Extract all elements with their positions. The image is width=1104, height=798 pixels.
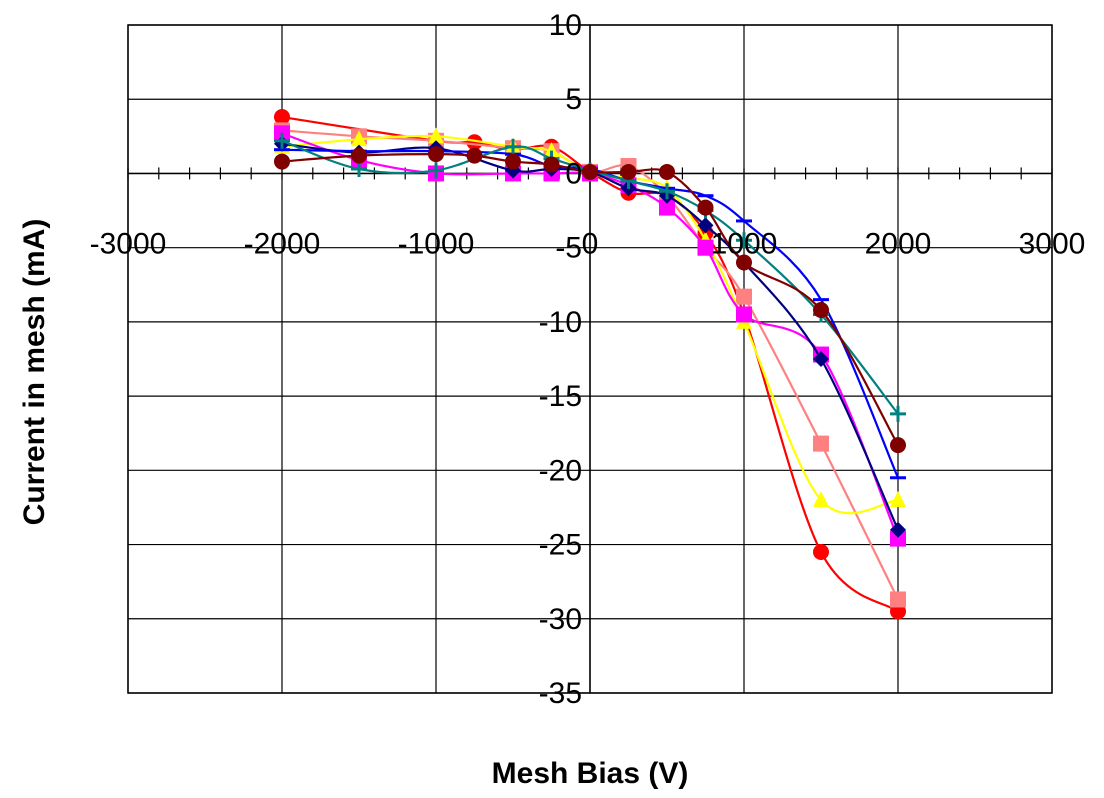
data-point	[736, 254, 752, 271]
y-tick-label: -15	[539, 380, 582, 413]
x-tick-label: -1000	[398, 227, 475, 260]
data-point	[890, 491, 906, 508]
data-point	[736, 306, 752, 323]
data-point	[659, 199, 675, 216]
y-tick-label: -25	[539, 529, 582, 562]
y-tick-label: 0	[565, 157, 582, 190]
data-point	[697, 239, 714, 256]
data-point	[274, 153, 290, 170]
tick-labels: -3000 -2000 -1000 0 1000 2000 30001050-5-10-15…	[90, 9, 1086, 710]
data-point	[697, 199, 714, 216]
data-point	[351, 130, 367, 147]
data-point	[697, 217, 714, 234]
x-axis-title: Mesh Bias (V)	[492, 757, 689, 790]
data-point	[813, 435, 829, 452]
data-point	[890, 405, 906, 422]
y-tick-label: -20	[539, 454, 582, 487]
data-point	[813, 351, 829, 367]
x-tick-label: 1000	[711, 227, 778, 260]
data-point	[659, 183, 675, 200]
x-tick-label: 3000	[1019, 227, 1086, 260]
y-tick-label: -35	[539, 677, 582, 710]
data-point	[813, 543, 829, 560]
x-tick-label: 2000	[865, 227, 932, 260]
x-tick-label: 0	[582, 227, 599, 260]
data-point	[659, 163, 675, 180]
data-point	[466, 147, 483, 164]
y-tick-label: -30	[539, 603, 582, 636]
data-point	[505, 138, 521, 155]
data-point	[890, 591, 906, 608]
data-point	[543, 156, 560, 173]
data-point	[890, 437, 906, 454]
data-point	[813, 302, 829, 319]
x-tick-label: -3000	[90, 227, 167, 260]
data-point	[274, 132, 290, 149]
series-8	[274, 146, 906, 454]
data-point	[505, 153, 521, 170]
data-point	[428, 127, 444, 144]
series-line	[281, 139, 899, 415]
y-tick-label: -10	[539, 306, 582, 339]
data-point	[428, 146, 444, 163]
y-tick-label: -5	[555, 232, 582, 265]
data-point	[466, 134, 483, 151]
data-point	[543, 142, 560, 159]
data-point	[351, 160, 367, 177]
data-point	[890, 530, 906, 547]
data-point	[351, 147, 367, 164]
data-point	[813, 491, 829, 508]
data-point	[620, 163, 637, 180]
data-point	[274, 109, 290, 126]
data-point	[890, 521, 906, 538]
data-point	[736, 232, 752, 249]
y-axis-title: Current in mesh (mA)	[18, 219, 51, 526]
y-tick-label: 5	[565, 83, 582, 116]
data-point	[428, 162, 444, 179]
data-point	[582, 163, 598, 180]
data-series	[274, 109, 906, 620]
y-tick-label: 10	[549, 9, 582, 42]
data-point	[736, 288, 752, 305]
x-tick-label: -2000	[244, 227, 321, 260]
